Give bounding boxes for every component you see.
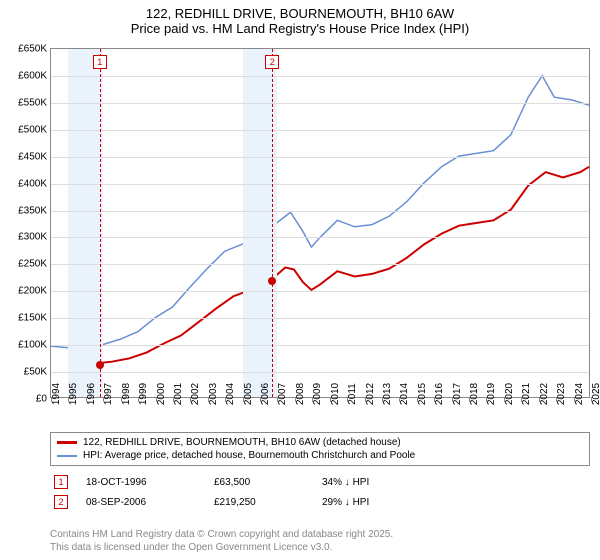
x-tick-label: 2000 [156,383,167,405]
x-tick-label: 2020 [504,383,515,405]
x-tick-label: 2004 [225,383,236,405]
sale-marker-box: 1 [93,55,107,69]
legend-swatch [57,455,77,457]
x-tick-label: 2015 [417,383,428,405]
x-tick-label: 1994 [51,383,62,405]
x-tick-label: 2003 [208,383,219,405]
transaction-rows: 1 18-OCT-1996 £63,500 34% ↓ HPI 2 08-SEP-2006… [50,472,590,512]
gridline [51,211,589,212]
sale-marker-line [272,49,273,397]
title-subtitle: Price paid vs. HM Land Registry's House … [0,21,600,36]
gridline [51,345,589,346]
y-tick-label: £150K [3,313,47,324]
sale-marker-line [100,49,101,397]
transaction-price: £219,250 [214,497,304,508]
x-tick-label: 2002 [190,383,201,405]
title-block: 122, REDHILL DRIVE, BOURNEMOUTH, BH10 6A… [0,0,600,38]
transaction-marker: 1 [54,475,68,489]
transaction-date: 08-SEP-2006 [86,497,196,508]
legend-series-box: 122, REDHILL DRIVE, BOURNEMOUTH, BH10 6A… [50,432,590,466]
x-tick-label: 2013 [382,383,393,405]
gridline [51,318,589,319]
x-tick-label: 2005 [243,383,254,405]
x-tick-label: 2007 [277,383,288,405]
x-tick-label: 2022 [539,383,550,405]
legend-label: HPI: Average price, detached house, Bour… [83,450,415,461]
gridline [51,184,589,185]
transaction-delta: 34% ↓ HPI [322,477,412,488]
x-tick-label: 2025 [591,383,600,405]
x-tick-label: 2012 [365,383,376,405]
y-tick-label: £450K [3,151,47,162]
footer-line-1: Contains HM Land Registry data © Crown c… [50,528,590,541]
gridline [51,103,589,104]
legend-row: 122, REDHILL DRIVE, BOURNEMOUTH, BH10 6A… [57,436,583,449]
gridline [51,157,589,158]
transaction-row: 1 18-OCT-1996 £63,500 34% ↓ HPI [50,472,590,492]
footer-line-2: This data is licensed under the Open Gov… [50,541,590,554]
y-tick-label: £50K [3,367,47,378]
legend-swatch [57,441,77,444]
x-tick-label: 1995 [68,383,79,405]
transaction-price: £63,500 [214,477,304,488]
x-tick-label: 2006 [260,383,271,405]
sale-marker-dot [268,277,276,285]
x-tick-label: 2021 [521,383,532,405]
x-tick-label: 1998 [121,383,132,405]
y-tick-label: £500K [3,124,47,135]
y-tick-label: £300K [3,232,47,243]
x-tick-label: 2017 [452,383,463,405]
transaction-marker: 2 [54,495,68,509]
y-tick-label: £650K [3,44,47,55]
y-tick-label: £200K [3,286,47,297]
gridline [51,130,589,131]
x-tick-label: 1997 [103,383,114,405]
plot-area: £0£50K£100K£150K£200K£250K£300K£350K£400… [50,48,590,398]
gridline [51,291,589,292]
gridline [51,372,589,373]
legend-row: HPI: Average price, detached house, Bour… [57,449,583,462]
sale-marker-box: 2 [265,55,279,69]
y-tick-label: £350K [3,205,47,216]
x-tick-label: 2010 [330,383,341,405]
gridline [51,237,589,238]
x-tick-label: 1999 [138,383,149,405]
footer-attribution: Contains HM Land Registry data © Crown c… [50,528,590,554]
x-tick-label: 2023 [556,383,567,405]
chart-container: 122, REDHILL DRIVE, BOURNEMOUTH, BH10 6A… [0,0,600,560]
y-tick-label: £100K [3,340,47,351]
y-tick-label: £550K [3,97,47,108]
x-tick-label: 2019 [486,383,497,405]
title-address: 122, REDHILL DRIVE, BOURNEMOUTH, BH10 6A… [0,6,600,21]
x-tick-label: 1996 [86,383,97,405]
gridline [51,264,589,265]
x-tick-label: 2008 [295,383,306,405]
x-tick-label: 2016 [434,383,445,405]
gridline [51,76,589,77]
x-tick-label: 2014 [399,383,410,405]
transaction-row: 2 08-SEP-2006 £219,250 29% ↓ HPI [50,492,590,512]
legend-label: 122, REDHILL DRIVE, BOURNEMOUTH, BH10 6A… [83,437,401,448]
y-tick-label: £0 [3,394,47,405]
sale-marker-dot [96,361,104,369]
x-tick-label: 2024 [574,383,585,405]
transaction-date: 18-OCT-1996 [86,477,196,488]
y-tick-label: £600K [3,70,47,81]
y-tick-label: £250K [3,259,47,270]
legend-block: 122, REDHILL DRIVE, BOURNEMOUTH, BH10 6A… [50,432,590,512]
x-tick-label: 2011 [347,383,358,405]
y-tick-label: £400K [3,178,47,189]
transaction-delta: 29% ↓ HPI [322,497,412,508]
x-tick-label: 2009 [312,383,323,405]
x-tick-label: 2018 [469,383,480,405]
x-tick-label: 2001 [173,383,184,405]
